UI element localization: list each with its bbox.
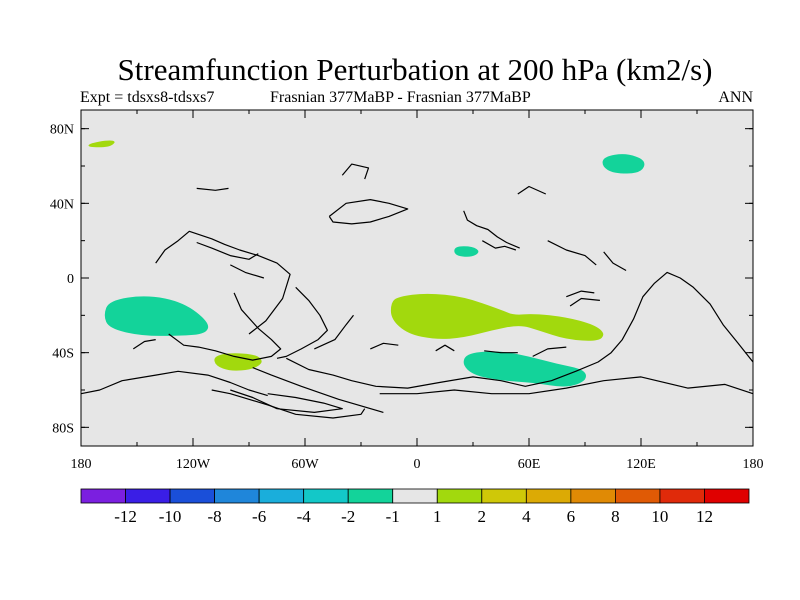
colorbar-swatch-3 xyxy=(214,488,260,504)
y-tick-label: 0 xyxy=(67,272,74,287)
coastline-4 xyxy=(252,367,384,413)
coastline-11 xyxy=(341,163,370,180)
colorbar-swatch-13 xyxy=(659,488,705,504)
region-positive-southern-patch xyxy=(214,353,262,371)
coastline-5 xyxy=(80,370,268,397)
region-positive-east-pacific-tropics xyxy=(390,293,604,341)
colorbar-swatch-14 xyxy=(704,488,750,504)
colorbar-label: 6 xyxy=(567,507,576,526)
colorbar-label: -4 xyxy=(297,507,312,526)
map-background xyxy=(81,110,753,446)
colorbar-label: 8 xyxy=(611,507,620,526)
colorbar-label: 12 xyxy=(696,507,713,526)
x-tick-label: 60E xyxy=(518,457,541,472)
x-tick-label: 60W xyxy=(291,457,319,472)
y-tick-label: 80N xyxy=(50,123,74,138)
y-tick-label: 40N xyxy=(50,197,74,212)
colorbar-label: -10 xyxy=(159,507,182,526)
y-tick-label: 80S xyxy=(52,421,74,436)
coastline-12 xyxy=(196,187,229,191)
axis-layer: 180 120W 60W 0 60E 120E 180 80N 40N 0 40S 80S xyxy=(50,110,764,472)
colorbar-swatch-0 xyxy=(80,488,126,504)
colorbar-label: 10 xyxy=(651,507,668,526)
regions-layer xyxy=(88,140,645,387)
colorbar-label: 2 xyxy=(478,507,487,526)
coastline-7 xyxy=(230,389,343,413)
coastline-25 xyxy=(484,350,518,354)
coastline-2 xyxy=(276,286,328,359)
x-tick-label: 120W xyxy=(176,457,211,472)
coastline-6 xyxy=(211,389,366,419)
colorbar-swatch-1 xyxy=(125,488,171,504)
region-negative-west-subtropics xyxy=(104,296,209,336)
colorbar-swatch-6 xyxy=(347,488,394,504)
colorbar-label: -1 xyxy=(386,507,400,526)
coastline-15 xyxy=(132,339,156,350)
region-negative-tropical-small xyxy=(454,246,479,257)
colorbar-swatch-7 xyxy=(392,488,438,504)
coastline-23 xyxy=(569,297,600,307)
coastline-13 xyxy=(196,241,259,260)
region-negative-southern-ocean xyxy=(463,351,586,387)
colorbar-swatch-11 xyxy=(570,488,616,504)
coastline-26 xyxy=(532,346,567,357)
region-positive-arctic-patch xyxy=(88,140,115,148)
colorbar-swatch-10 xyxy=(525,488,572,504)
x-tick-label: 120E xyxy=(626,457,656,472)
colorbar-swatch-12 xyxy=(615,488,661,504)
coastline-24 xyxy=(517,185,547,195)
subtitle-right: ANN xyxy=(718,89,753,106)
colorbar-label: 1 xyxy=(433,507,442,526)
coastline-14 xyxy=(230,264,265,279)
y-tick-label: 40S xyxy=(52,347,74,362)
coastline-21 xyxy=(603,251,627,272)
x-tick-label: 180 xyxy=(743,457,764,472)
coastline-9 xyxy=(379,376,754,395)
x-tick-label: 180 xyxy=(71,457,92,472)
coastline-0 xyxy=(155,230,291,335)
chart-title: Streamfunction Perturbation at 200 hPa (… xyxy=(117,52,713,87)
subtitle-center: Frasnian 377MaBP - Frasnian 377MaBP xyxy=(270,89,531,106)
coastline-1 xyxy=(168,292,282,361)
colorbar-label: -8 xyxy=(208,507,222,526)
coastline-10 xyxy=(328,199,409,225)
coastline-20 xyxy=(547,240,597,266)
coastline-19 xyxy=(482,240,517,251)
colorbar-label: 4 xyxy=(522,507,531,526)
coastline-3 xyxy=(314,314,354,350)
colorbar: -12 -10 -8 -6 -4 -2 -1 1 2 4 6 8 10 12 xyxy=(80,488,750,526)
colorbar-swatch-5 xyxy=(303,488,349,504)
coastline-16 xyxy=(370,342,399,350)
colorbar-label: -2 xyxy=(341,507,355,526)
colorbar-label: -6 xyxy=(252,507,266,526)
subtitle-left: Expt = tdsxs8-tdsxs7 xyxy=(80,89,215,106)
coastline-8 xyxy=(286,271,754,389)
colorbar-swatch-8 xyxy=(436,488,483,504)
colorbar-swatch-9 xyxy=(481,488,527,504)
x-tick-label: 0 xyxy=(414,457,421,472)
coastline-22 xyxy=(566,290,595,298)
colorbar-swatch-2 xyxy=(169,488,216,504)
colorbar-swatch-4 xyxy=(258,488,305,504)
coastline-layer xyxy=(80,163,754,419)
coastline-17 xyxy=(435,344,455,352)
coastline-18 xyxy=(463,210,520,249)
colorbar-label: -12 xyxy=(114,507,137,526)
region-negative-north-east xyxy=(602,154,645,174)
